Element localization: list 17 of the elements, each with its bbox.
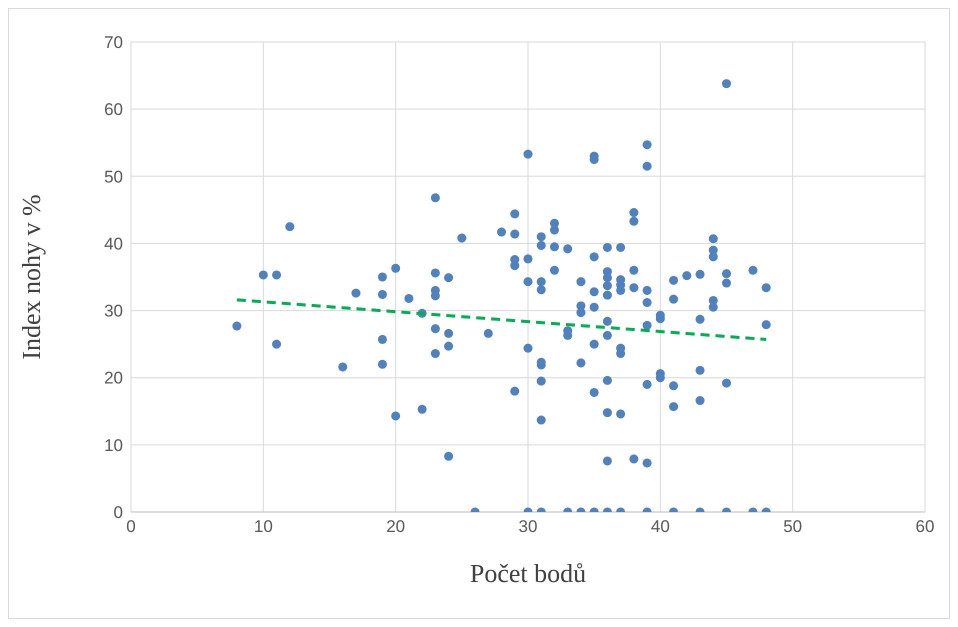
x-tick-label: 60	[916, 517, 934, 536]
y-tick-label: 50	[104, 167, 123, 186]
x-tick-label: 30	[518, 517, 538, 536]
y-tick-label: 0	[114, 503, 123, 522]
y-tick-label: 30	[104, 302, 123, 321]
x-tick-label: 20	[386, 517, 406, 536]
y-tick-label: 40	[104, 234, 123, 254]
y-tick-label: 70	[104, 33, 123, 52]
x-tick-label: 40	[650, 517, 670, 536]
y-tick-label: 60	[104, 100, 123, 120]
x-tick-label: 0	[126, 517, 136, 536]
y-tick-label: 20	[104, 368, 123, 388]
x-tick-label: 50	[783, 517, 802, 536]
x-axis-title: Počet bodů	[470, 559, 586, 588]
y-axis-title: Index nohy v %	[17, 194, 46, 360]
x-tick-label: 10	[254, 517, 273, 536]
y-tick-label: 10	[104, 436, 123, 455]
